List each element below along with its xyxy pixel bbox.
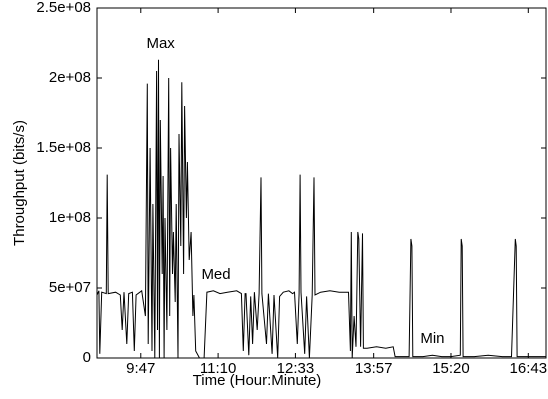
- y-tick-label: 0: [83, 349, 91, 366]
- x-tick-label: 11:10: [200, 360, 236, 377]
- annotation: Max: [146, 35, 175, 52]
- y-axis-label: Throughput (bits/s): [11, 120, 28, 246]
- x-tick-label: 13:57: [355, 360, 393, 377]
- x-tick-label: 16:43: [510, 360, 548, 377]
- y-tick-label: 2.5e+08: [36, 0, 91, 16]
- annotation: Min: [420, 330, 444, 347]
- y-tick-label: 5e+07: [49, 279, 91, 296]
- series-line: [96, 59, 546, 359]
- x-tick-label: 15:20: [432, 360, 470, 377]
- x-axis-label: Time (Hour:Minute): [193, 372, 322, 389]
- y-tick-label: 2e+08: [49, 69, 91, 86]
- y-tick-label: 1e+08: [49, 209, 91, 226]
- x-tick-label: 9:47: [126, 360, 155, 377]
- y-tick-label: 1.5e+08: [36, 139, 91, 156]
- annotation: Med: [201, 266, 230, 283]
- x-tick-label: 12:33: [277, 360, 315, 377]
- plot-frame: [96, 7, 547, 359]
